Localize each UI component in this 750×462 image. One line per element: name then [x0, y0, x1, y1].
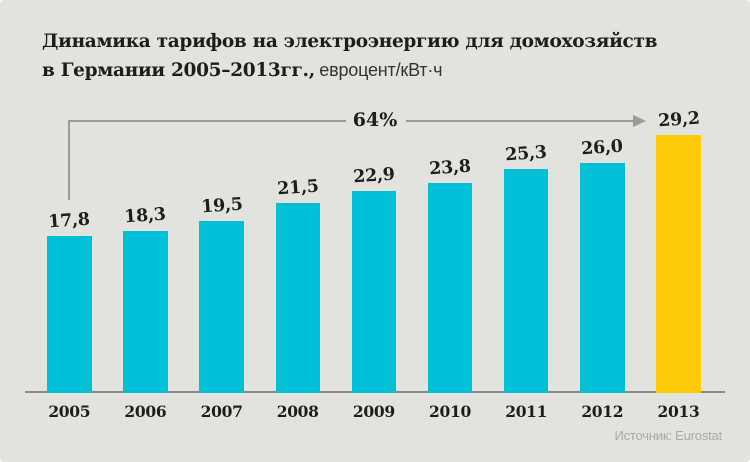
chart-title: Динамика тарифов на электроэнергию для д…	[42, 28, 658, 86]
x-tick-label-2013: 2013	[657, 402, 700, 421]
x-tick-label-2012: 2012	[581, 402, 624, 421]
bar-value-label-2008: 21,5	[276, 176, 320, 200]
annotation-arrow-line-right	[406, 120, 634, 122]
bar-value-label-2010: 23,8	[428, 156, 472, 180]
bar-2012	[580, 163, 625, 393]
x-tick-label-2006: 2006	[124, 402, 167, 421]
bar-value-label-2007: 19,5	[200, 194, 243, 218]
annotation-bracket-vertical-line	[68, 120, 70, 200]
bar-2007	[199, 220, 244, 393]
bar-2011	[503, 169, 549, 393]
bar-value-label-2013: 29,2	[657, 108, 700, 132]
bar-2010	[427, 182, 473, 393]
bar-2009	[351, 190, 397, 393]
bar-2006	[123, 231, 168, 393]
bar-value-label-2005: 17,8	[47, 209, 91, 233]
x-tick-label-2011: 2011	[505, 402, 548, 421]
chart-title-line2: в Германии 2005–2013гг., евроцент/кВт·ч	[42, 56, 657, 86]
x-tick-label-2005: 2005	[48, 402, 91, 421]
arrow-right-icon	[633, 115, 646, 127]
x-tick-label-2007: 2007	[200, 402, 243, 421]
bar-chart: 17,8 2005 18,3 2006 19,5 2007 21,5 2008 22,9 2009…	[25, 100, 725, 421]
bar-value-label-2012: 26,0	[580, 136, 624, 160]
annotation-arrow-line-left	[68, 120, 346, 122]
bar-value-label-2009: 22,9	[352, 164, 396, 188]
bar-value-label-2006: 18,3	[124, 204, 167, 228]
x-tick-label-2009: 2009	[352, 402, 395, 421]
chart-unit-label: евроцент/кВт·ч	[319, 60, 443, 80]
source-credit: Источник: Eurostat	[614, 428, 722, 443]
chart-title-period: в Германии 2005–2013гг.,	[42, 60, 315, 81]
chart-title-line1: Динамика тарифов на электроэнергию для д…	[42, 31, 658, 52]
x-tick-label-2008: 2008	[276, 402, 319, 421]
bar-2008	[275, 202, 320, 393]
x-tick-label-2010: 2010	[429, 402, 471, 421]
growth-percent-label: 64%	[352, 109, 398, 131]
bar-2005	[47, 235, 92, 393]
bar-value-label-2011: 25,3	[504, 142, 548, 166]
bar-2013	[656, 134, 701, 393]
